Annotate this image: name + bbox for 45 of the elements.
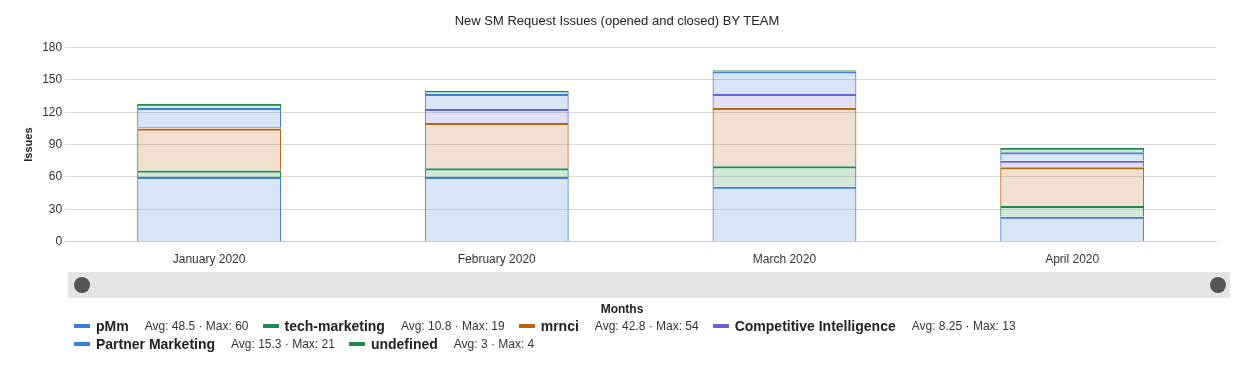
x-tick-label: March 2020 xyxy=(752,252,817,267)
legend-label: pMm xyxy=(96,318,129,334)
x-tick-label: April 2020 xyxy=(1045,252,1100,267)
y-tick-label: 120 xyxy=(42,104,63,119)
bar xyxy=(712,186,857,242)
bar xyxy=(424,109,569,124)
x-axis-title: Months xyxy=(599,302,645,316)
bar xyxy=(712,93,857,108)
bar xyxy=(712,107,857,167)
bar xyxy=(1000,160,1145,168)
bar xyxy=(1000,152,1145,161)
legend-label: Competitive Intelligence xyxy=(734,318,896,334)
bar xyxy=(424,123,569,169)
bar xyxy=(137,107,281,128)
bar xyxy=(424,168,569,177)
text: Avg: 10.8 · Max: 19 xyxy=(400,319,505,333)
y-tick-label: 30 xyxy=(48,201,63,216)
legend-label: Partner Marketing xyxy=(96,336,216,352)
bar xyxy=(137,170,281,177)
y-tick-label: 180 xyxy=(42,39,63,54)
bar xyxy=(137,128,281,171)
chart-title: New SM Request Issues (opened and closed) BY TEAM xyxy=(454,13,780,29)
x-tick-label: January 2020 xyxy=(172,252,246,267)
legend-label: tech-marketing xyxy=(284,318,385,334)
x-tick-label: February 2020 xyxy=(457,252,537,267)
bar xyxy=(1000,167,1145,207)
legend-label: undefined xyxy=(370,336,438,352)
bar xyxy=(424,93,569,110)
y-tick-label: 90 xyxy=(48,136,63,151)
bar xyxy=(1000,216,1145,242)
bar xyxy=(424,176,569,242)
bar xyxy=(1000,206,1145,217)
y-tick-label: 60 xyxy=(48,169,63,184)
y-tick-label: 0 xyxy=(55,233,63,248)
text: Avg: 3 · Max: 4 xyxy=(453,337,535,351)
text: Avg: 15.3 · Max: 21 xyxy=(231,337,335,351)
y-tick-label: 150 xyxy=(42,72,63,87)
legend-label: mrnci xyxy=(540,318,579,334)
bar xyxy=(712,71,857,94)
text: Avg: 42.8 · Max: 54 xyxy=(594,319,699,333)
y-axis-title: Issues xyxy=(21,127,34,162)
bar xyxy=(712,166,857,187)
text: Avg: 8.25 · Max: 13 xyxy=(911,319,1016,333)
bar xyxy=(137,176,281,242)
text: Avg: 48.5 · Max: 60 xyxy=(144,319,249,333)
